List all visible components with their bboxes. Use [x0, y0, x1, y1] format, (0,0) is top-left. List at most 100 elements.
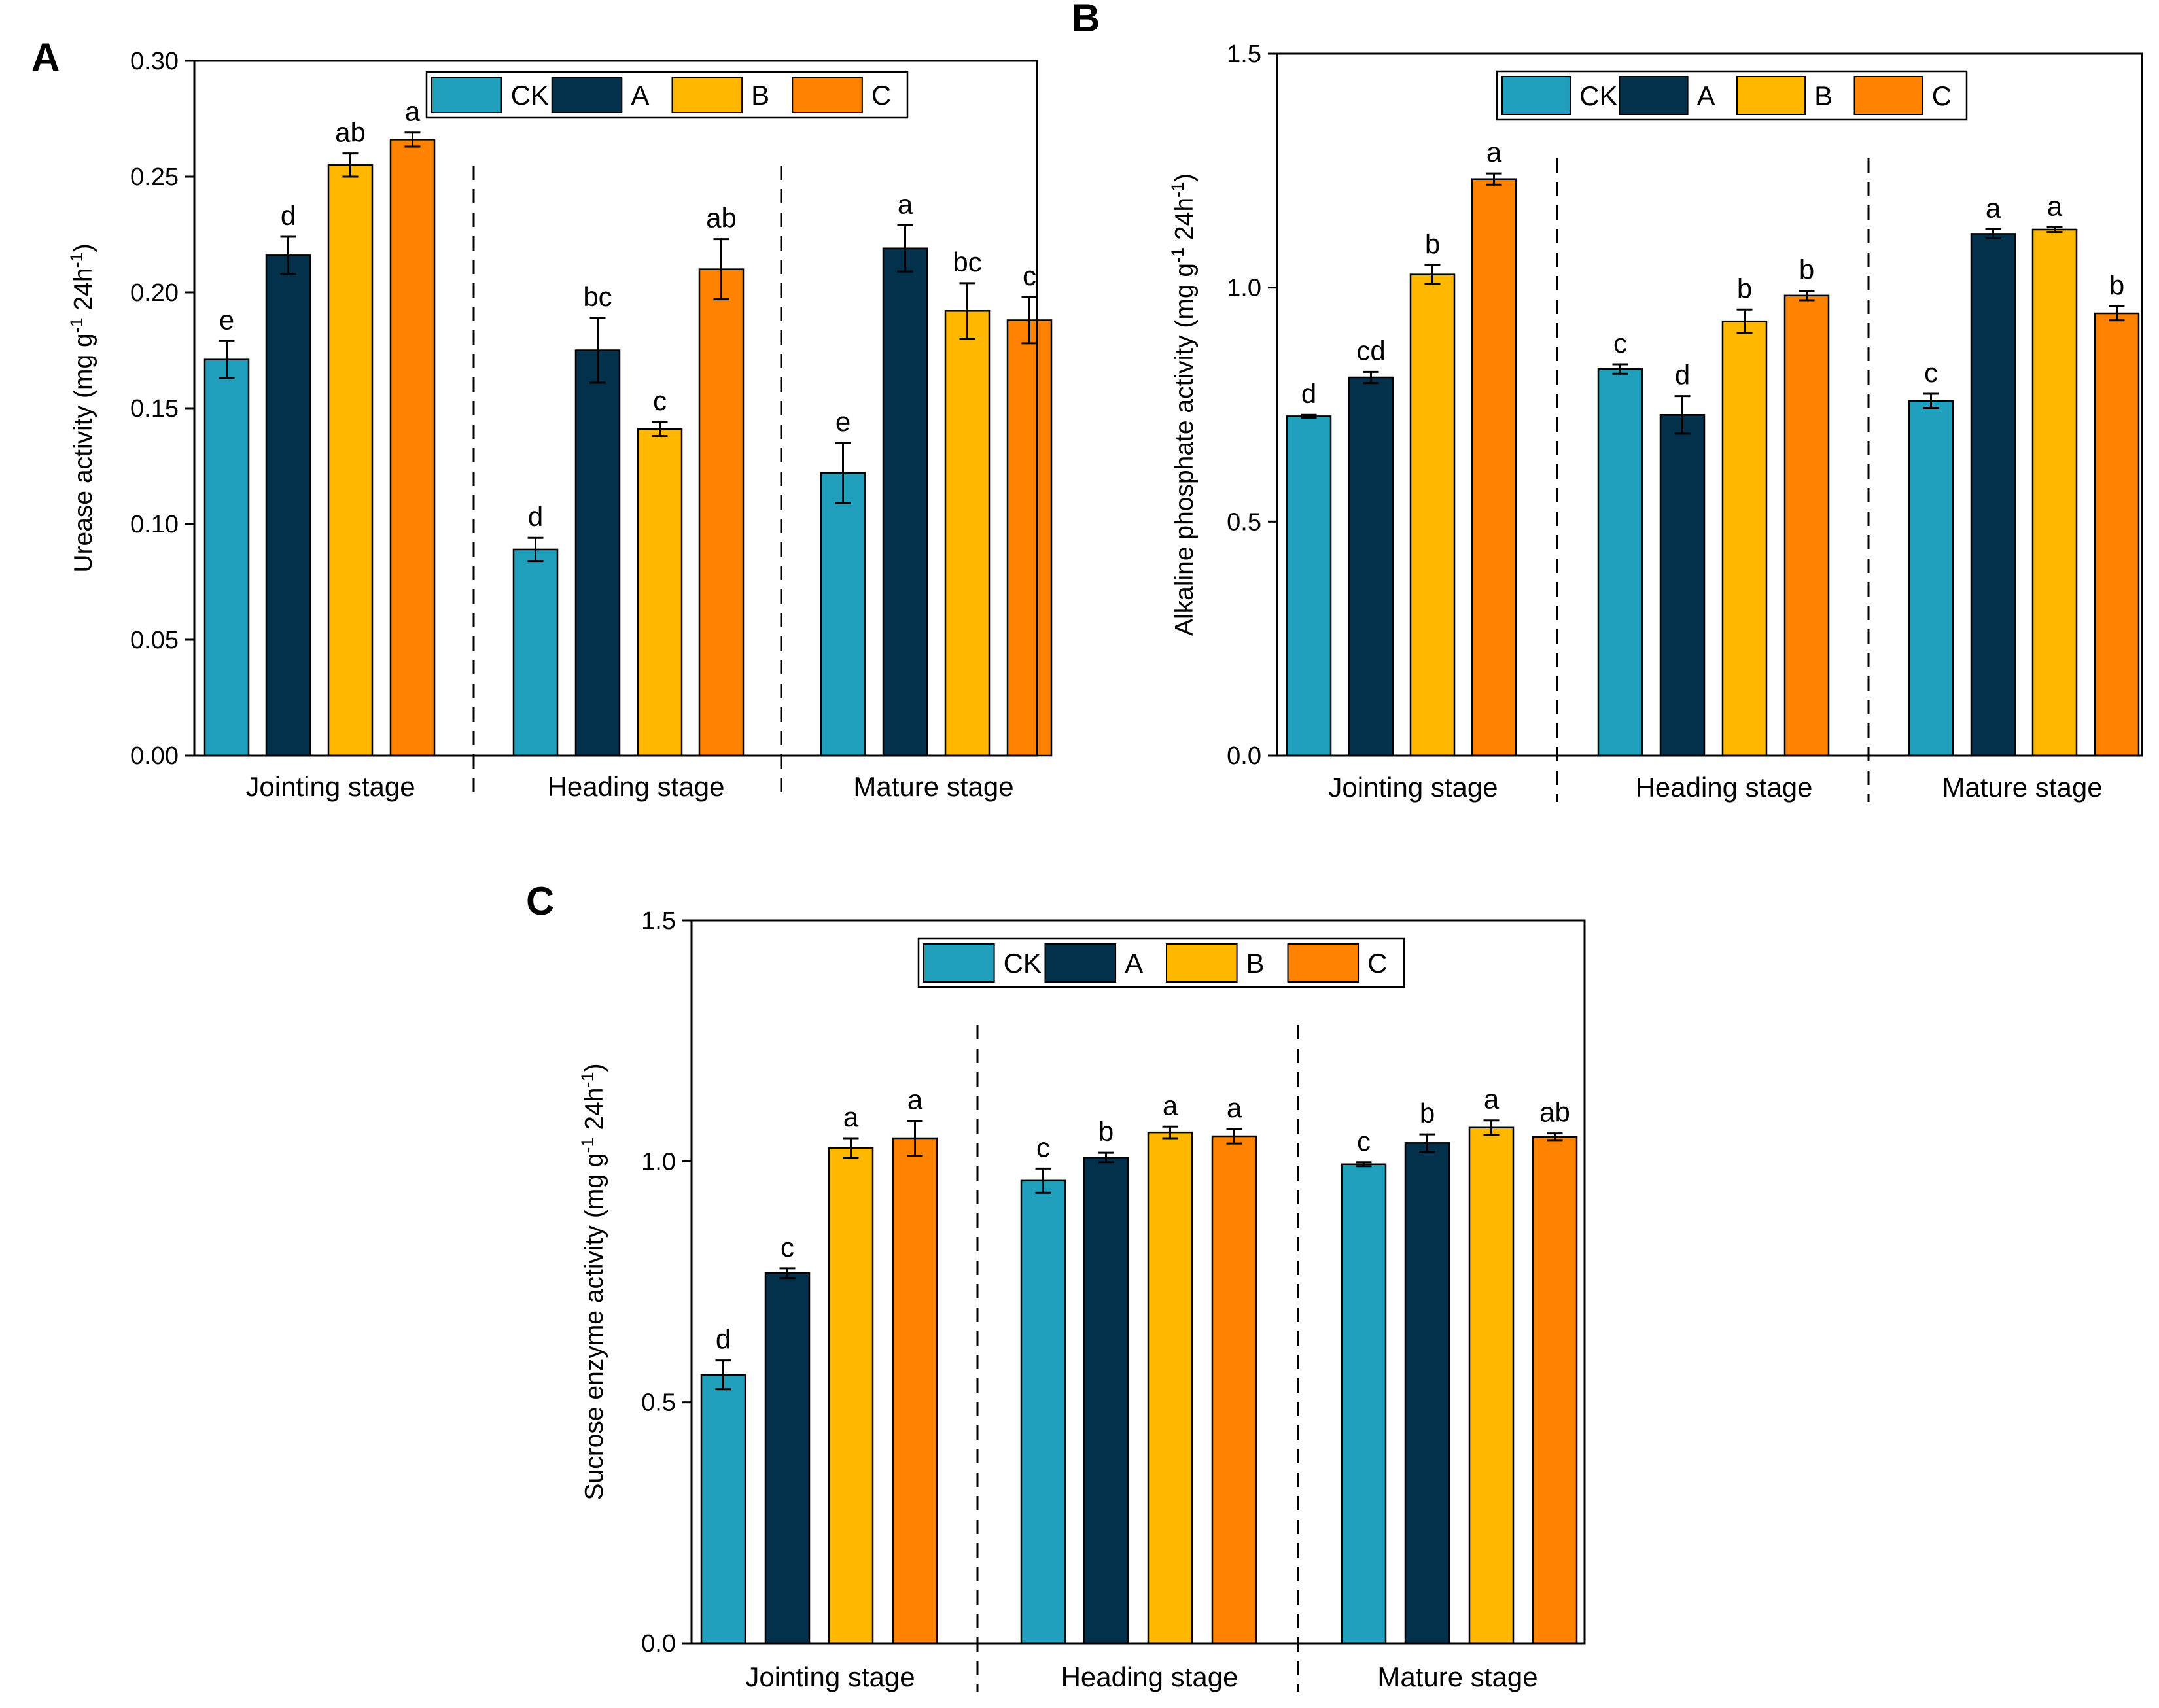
significance-letter: a — [2047, 190, 2063, 221]
legend-swatch-C — [1853, 76, 1923, 115]
significance-letter: d — [1301, 378, 1316, 409]
y-tick-label: 0.5 — [1227, 508, 1261, 536]
legend-swatch-CK — [431, 77, 502, 113]
y-axis-label-superscript: -1 — [578, 1072, 597, 1088]
y-axis-label-superscript: -1 — [1168, 182, 1187, 198]
legend-swatch-CK — [923, 943, 995, 983]
significance-letter: b — [1425, 228, 1440, 259]
significance-letter: bc — [953, 247, 981, 277]
chart-panel-C: Cd c c c b b a a a a a ab 0.0 0.5 1.0 1.5 Sucrose enzyme… — [526, 879, 1586, 1692]
error-bar — [1035, 1167, 1051, 1194]
error-bar — [2109, 305, 2125, 322]
bar-CK — [1020, 1179, 1066, 1645]
significance-letter: ab — [335, 117, 366, 148]
significance-letter: e — [219, 304, 234, 335]
y-tick-label: 0.0 — [1227, 742, 1261, 770]
legend-swatch-C — [1287, 943, 1360, 983]
significance-letter: c — [781, 1232, 794, 1263]
y-axis-label-part: 24h — [1170, 198, 1199, 247]
error-bar — [1547, 1132, 1563, 1142]
legend-label-B: B — [1814, 80, 1833, 111]
error-bar — [1483, 1119, 1500, 1136]
bar-A — [764, 1272, 811, 1645]
y-tick-label: 0.0 — [641, 1630, 676, 1658]
legend: CK A B C — [917, 937, 1405, 988]
bar-CK — [1597, 368, 1643, 757]
y-tick-label: 0.30 — [130, 48, 179, 75]
error-bar — [404, 131, 421, 148]
y-tick-label: 1.0 — [1227, 275, 1261, 302]
error-bar — [779, 1267, 796, 1280]
error-bar — [1674, 395, 1691, 435]
error-bar — [652, 421, 668, 437]
bar-CK — [1286, 415, 1332, 757]
bar-C — [389, 139, 436, 757]
bar-C — [1211, 1135, 1257, 1645]
error-bar — [713, 238, 729, 301]
bar-B — [1409, 273, 1456, 757]
y-axis-label: Sucrose enzyme activity (mg g-1 24h-1) — [578, 1064, 608, 1501]
error-bar — [1419, 1133, 1435, 1153]
legend-label-C: C — [1932, 80, 1952, 111]
plot-frame — [1276, 52, 2143, 757]
error-bar — [907, 1119, 923, 1157]
legend-label-A: A — [1697, 80, 1715, 111]
significance-letter: b — [1420, 1098, 1435, 1128]
bar-CK — [203, 358, 250, 757]
plot-frame — [690, 919, 1586, 1645]
bar-A — [1404, 1142, 1450, 1645]
y-tick-label: 0.5 — [641, 1389, 676, 1417]
legend-label-CK: CK — [1004, 948, 1042, 979]
error-bar — [897, 224, 913, 273]
legend-label-B: B — [1246, 948, 1265, 979]
significance-letter: c — [1924, 357, 1938, 388]
error-bar — [589, 317, 606, 384]
significance-letter: cd — [1356, 335, 1385, 366]
legend: CK A B C — [1496, 70, 1968, 121]
error-bar — [1985, 228, 2001, 240]
significance-letter: ab — [706, 203, 737, 234]
significance-letter: b — [1799, 254, 1814, 285]
legend-swatch-A — [551, 77, 623, 113]
error-bar — [1486, 172, 1502, 186]
x-category-label: Jointing stage — [1328, 772, 1498, 803]
y-axis-label-part: Alkaline phosphate activity (mg g — [1170, 263, 1199, 636]
error-bar — [715, 1359, 731, 1391]
legend-swatch-B — [1166, 943, 1238, 983]
error-bar — [1424, 264, 1441, 285]
x-category-label: Mature stage — [853, 771, 1013, 802]
x-category-label: Mature stage — [1377, 1662, 1537, 1692]
bar-C — [2094, 312, 2140, 757]
bar-CK — [512, 548, 559, 757]
significance-letter: a — [1986, 192, 2001, 223]
error-bar — [1226, 1128, 1242, 1145]
significance-letter: bc — [583, 281, 612, 312]
bar-B — [828, 1147, 874, 1645]
legend-swatch-A — [1619, 76, 1689, 115]
y-axis-label-superscript: -1 — [67, 252, 86, 268]
bar-A — [1659, 413, 1706, 757]
y-axis-label: Urease activity (mg g-1 24h-1) — [67, 243, 97, 572]
legend-label-CK: CK — [1579, 80, 1617, 111]
error-bar — [1799, 290, 1815, 302]
legend-swatch-A — [1044, 943, 1117, 983]
legend-swatch-B — [671, 77, 743, 113]
y-axis-label-part: Sucrose enzyme activity (mg g — [580, 1153, 608, 1500]
error-bar — [1098, 1151, 1114, 1164]
y-axis-label-part: 24h — [69, 268, 97, 317]
legend-label-CK: CK — [511, 80, 549, 111]
error-bar — [342, 152, 359, 178]
significance-letter: c — [1023, 260, 1036, 291]
error-bar — [1021, 296, 1038, 345]
error-bar — [527, 536, 544, 563]
error-bar — [843, 1137, 859, 1159]
error-bar — [1363, 370, 1379, 385]
error-bar — [959, 282, 975, 340]
bar-A — [574, 349, 621, 757]
y-tick-label: 1.5 — [1227, 41, 1261, 68]
y-tick-label: 0.10 — [130, 511, 179, 538]
panel-letter: A — [31, 35, 60, 79]
legend-label-B: B — [751, 80, 769, 111]
y-tick-label: 0.05 — [130, 627, 179, 654]
